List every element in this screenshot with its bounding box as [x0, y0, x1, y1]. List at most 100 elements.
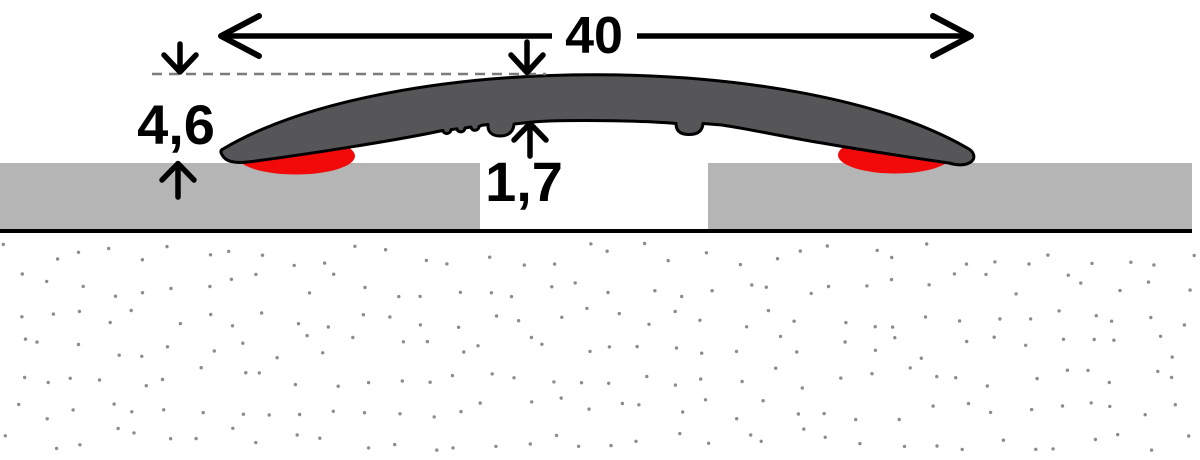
width-dimension: 40	[218, 7, 974, 65]
subfloor-dot	[560, 315, 564, 319]
subfloor-dot	[606, 290, 610, 295]
subfloor-dot	[935, 444, 939, 448]
subfloor-dot	[993, 260, 997, 264]
subfloor-dot	[964, 262, 969, 266]
subfloor-dot	[522, 263, 526, 267]
subfloor-dot	[332, 272, 336, 276]
subfloor-dot	[957, 319, 962, 323]
subfloor-dot	[792, 319, 796, 323]
subfloor-dot	[778, 334, 783, 339]
arrow-right-icon	[930, 13, 974, 59]
subfloor-dot	[589, 242, 593, 246]
subfloor-dot	[865, 284, 869, 288]
subfloor-dot	[51, 312, 56, 316]
subfloor-dot	[201, 410, 205, 415]
subfloor-dot	[336, 384, 340, 388]
subfloor-dot	[165, 244, 169, 249]
subfloor-dot	[579, 381, 584, 385]
subfloor-dot	[450, 373, 455, 378]
subfloor-dot	[20, 315, 24, 319]
subfloor-dot	[809, 291, 813, 296]
subfloor-dot	[129, 308, 133, 313]
subfloor-dot	[620, 401, 625, 406]
subfloor-dot	[588, 349, 592, 354]
subfloor-dot	[113, 294, 118, 298]
subfloor-dot	[854, 417, 858, 422]
subfloor-dot	[71, 408, 75, 412]
subfloor-dot	[965, 339, 969, 344]
subfloor-dot	[844, 320, 848, 325]
arrow-down-icon	[161, 52, 199, 75]
subfloor-dot	[297, 412, 302, 417]
subfloor-dot	[490, 372, 494, 376]
subfloor-dot	[326, 325, 330, 329]
subfloor-dot	[645, 374, 649, 379]
subfloor-dot	[653, 289, 657, 293]
subfloor-dot	[635, 344, 639, 349]
subfloor-dot	[1, 242, 5, 247]
subfloor-dot	[23, 375, 27, 380]
arrow-left-icon	[218, 13, 262, 59]
subfloor-dot	[366, 380, 371, 385]
subfloor-dot	[81, 284, 85, 289]
subfloor-dot	[227, 249, 231, 254]
subfloor-dot	[54, 446, 59, 451]
width-dimension-label: 40	[565, 7, 623, 65]
subfloor-dot	[78, 443, 82, 447]
subfloor-dot	[766, 308, 771, 313]
subfloor-dot	[321, 351, 325, 355]
subfloor-dot	[117, 353, 121, 357]
subfloor-dot	[212, 349, 216, 353]
subfloor-dot	[826, 284, 831, 289]
subfloor-dot	[77, 309, 82, 314]
subfloor-dot	[366, 446, 371, 450]
subfloor-dot	[1152, 263, 1156, 267]
subfloor-dot	[1187, 434, 1191, 438]
subfloor-dot	[418, 323, 423, 327]
subfloor-dot	[1108, 404, 1112, 409]
subfloor-dot	[292, 263, 296, 268]
subfloor-dot	[1028, 317, 1033, 321]
subfloor-dot	[230, 324, 235, 328]
subfloor-dot	[199, 366, 203, 370]
subfloor-dot	[509, 294, 514, 299]
subfloor-dot	[108, 320, 112, 325]
subfloor-dot	[478, 401, 482, 405]
subfloor-dot	[208, 253, 213, 257]
subfloor-dot	[307, 291, 312, 295]
subfloor-dot	[858, 441, 862, 446]
subfloor-dot	[1092, 337, 1096, 342]
subfloor-dot	[890, 255, 894, 260]
subfloor-dot	[194, 436, 198, 441]
subfloor-dot	[451, 446, 455, 450]
subfloor-dot	[873, 348, 878, 352]
subfloor-dot	[1107, 380, 1112, 385]
subfloor-dot	[998, 317, 1002, 321]
subfloor-dot	[985, 384, 989, 388]
subfloor-dot	[843, 340, 847, 344]
subfloor-dot	[293, 382, 298, 387]
subfloor-top-line	[0, 229, 1192, 233]
subfloor-dot	[257, 371, 261, 375]
subfloor-dot	[800, 386, 804, 390]
subfloor-dot	[424, 258, 429, 263]
subfloor-dot	[1149, 315, 1153, 320]
subfloor-dot	[761, 399, 765, 403]
subfloor-dot	[259, 311, 264, 315]
subfloor-dot	[459, 409, 463, 414]
subfloor-dot	[3, 434, 7, 438]
subfloor-dot	[130, 410, 134, 414]
subfloor-dot	[267, 413, 271, 417]
subfloor-dot	[494, 444, 498, 449]
subfloor-dot	[331, 409, 335, 413]
subfloor-dot	[1086, 368, 1090, 373]
subfloor-dot	[1057, 309, 1061, 313]
subfloor-dot	[140, 291, 145, 295]
subfloor-dot	[275, 356, 279, 360]
subfloor-dot	[17, 402, 21, 407]
subfloor-dot	[552, 380, 556, 384]
arrow-down-icon	[508, 52, 546, 76]
subfloor-dot	[1129, 260, 1133, 264]
subfloor-dots	[1, 241, 1196, 452]
subfloor-dot	[107, 246, 111, 251]
